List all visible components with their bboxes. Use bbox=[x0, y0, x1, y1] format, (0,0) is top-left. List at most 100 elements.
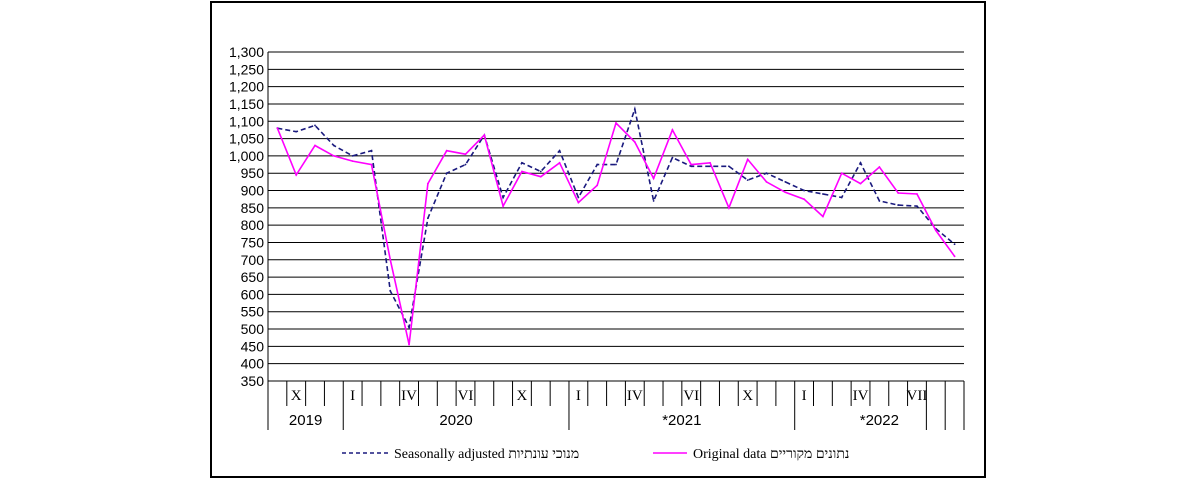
seasonally-adjusted-point bbox=[577, 196, 580, 199]
x-axis: X I IV VI X I IV VI X I IV VII 2019 2020 *2021 *2022 bbox=[267, 381, 965, 430]
original-data-point bbox=[351, 160, 354, 162]
original-data-point bbox=[859, 182, 862, 185]
y-tick-label: 700 bbox=[241, 252, 265, 268]
original-data-point bbox=[690, 163, 693, 166]
y-tick-label: 600 bbox=[241, 286, 265, 302]
y-tick-label: 950 bbox=[241, 165, 265, 181]
original-data-point bbox=[558, 161, 561, 164]
original-data-point bbox=[314, 144, 316, 147]
original-data-point bbox=[746, 158, 749, 161]
y-tick-label: 450 bbox=[241, 338, 265, 354]
original-data-point bbox=[934, 229, 937, 232]
original-data-point bbox=[332, 154, 335, 157]
seasonally-adjusted-point bbox=[351, 154, 354, 157]
legend-seasonally-adjusted-he: מנוכי עונתיות bbox=[508, 447, 579, 462]
original-data-point bbox=[671, 129, 674, 131]
original-data-point bbox=[596, 184, 599, 187]
original-data-point bbox=[539, 175, 542, 178]
seasonally-adjusted-point bbox=[897, 204, 900, 206]
seasonally-adjusted-point bbox=[314, 124, 316, 127]
seasonally-adjusted-point bbox=[671, 156, 674, 159]
month-label: X bbox=[291, 388, 302, 404]
y-tick-label: 1,000 bbox=[229, 148, 264, 164]
original-data-point bbox=[652, 177, 655, 180]
month-label: VI bbox=[683, 388, 699, 404]
original-data-point bbox=[445, 149, 448, 152]
seasonally-adjusted-point bbox=[408, 326, 410, 329]
gridlines bbox=[267, 51, 964, 382]
seasonally-adjusted-point bbox=[765, 172, 768, 175]
original-data-point bbox=[502, 205, 505, 208]
original-data-point bbox=[765, 180, 768, 183]
seasonally-adjusted-point bbox=[803, 189, 806, 192]
original-data-point bbox=[389, 258, 392, 261]
year-label: *2021 bbox=[662, 412, 701, 429]
seasonally-adjusted-point bbox=[295, 130, 298, 133]
original-data-point bbox=[709, 161, 711, 164]
year-label: 2020 bbox=[439, 412, 472, 429]
month-label: I bbox=[576, 388, 581, 404]
seasonally-adjusted-point bbox=[445, 172, 448, 175]
seasonally-adjusted-point bbox=[690, 165, 693, 168]
original-data-point bbox=[953, 255, 956, 258]
seasonally-adjusted-point bbox=[840, 196, 843, 199]
original-data-point bbox=[464, 153, 467, 156]
seasonally-adjusted-point bbox=[633, 108, 636, 111]
line-chart: 3504004505005506006507007508008509009501… bbox=[229, 44, 965, 462]
seasonally-adjusted-point bbox=[953, 243, 956, 246]
month-label: I bbox=[350, 388, 355, 404]
month-label: IV bbox=[627, 388, 643, 404]
seasonally-adjusted-point bbox=[558, 149, 561, 152]
original-data-point bbox=[276, 127, 279, 130]
legend-seasonally-adjusted-label: Seasonally adjusted מנוכי עונתיות bbox=[394, 447, 579, 462]
seasonally-adjusted-point bbox=[332, 144, 335, 147]
y-tick-label: 550 bbox=[241, 304, 265, 320]
seasonally-adjusted-point bbox=[727, 165, 730, 168]
year-label: 2019 bbox=[289, 412, 322, 429]
seasonally-adjusted-point bbox=[652, 200, 655, 202]
original-data-point bbox=[878, 166, 881, 168]
original-data-point bbox=[426, 182, 429, 185]
original-data-point bbox=[840, 172, 843, 175]
y-tick-label: 1,250 bbox=[229, 61, 264, 77]
seasonally-adjusted-point bbox=[784, 180, 787, 183]
month-label: X bbox=[742, 388, 753, 404]
original-data-point bbox=[615, 122, 617, 124]
legend: Seasonally adjusted מנוכי עונתיות Origin… bbox=[342, 447, 849, 462]
original-data-point bbox=[577, 201, 580, 204]
y-tick-label: 1,100 bbox=[229, 113, 264, 129]
legend-seasonally-adjusted-en: Seasonally adjusted bbox=[394, 447, 505, 462]
y-tick-label: 900 bbox=[241, 183, 265, 199]
year-label: *2022 bbox=[860, 412, 899, 429]
original-data-point bbox=[822, 215, 824, 218]
y-tick-label: 850 bbox=[241, 200, 265, 216]
legend-original-data-he: נתונים מקוריים bbox=[770, 447, 849, 462]
original-data-point bbox=[916, 193, 918, 195]
seasonally-adjusted-point bbox=[426, 217, 429, 220]
seasonally-adjusted-point bbox=[389, 290, 392, 292]
month-label: X bbox=[517, 388, 528, 404]
original-data-point bbox=[483, 134, 486, 137]
seasonally-adjusted-point bbox=[615, 163, 617, 166]
y-tick-label: 1,200 bbox=[229, 79, 264, 95]
chart-frame: 350 400 450 500 550 600 650 700 750 800 850 900 950 1… bbox=[210, 1, 986, 478]
legend-original-data-en: Original data bbox=[693, 447, 767, 462]
original-data-point bbox=[727, 206, 730, 209]
seasonally-adjusted-point bbox=[596, 163, 599, 166]
seasonally-adjusted-point bbox=[746, 179, 749, 182]
seasonally-adjusted-point bbox=[464, 163, 467, 166]
seasonally-adjusted-point bbox=[539, 170, 542, 173]
month-label: IV bbox=[853, 388, 869, 404]
original-data-point bbox=[370, 163, 373, 166]
original-data-point bbox=[408, 343, 410, 346]
seasonally-adjusted-point bbox=[502, 196, 505, 199]
month-label: VII bbox=[907, 388, 928, 404]
seasonally-adjusted-point bbox=[859, 161, 862, 164]
y-tick-label: 350 bbox=[241, 373, 265, 389]
y-tick-label: 1,300 bbox=[229, 44, 264, 60]
legend-original-data-label: Original data נתונים מקוריים bbox=[693, 447, 849, 462]
seasonally-adjusted-point bbox=[521, 161, 523, 164]
seasonally-adjusted-point bbox=[916, 205, 918, 208]
y-tick-label: 750 bbox=[241, 234, 265, 250]
seasonally-adjusted-point bbox=[878, 200, 881, 202]
